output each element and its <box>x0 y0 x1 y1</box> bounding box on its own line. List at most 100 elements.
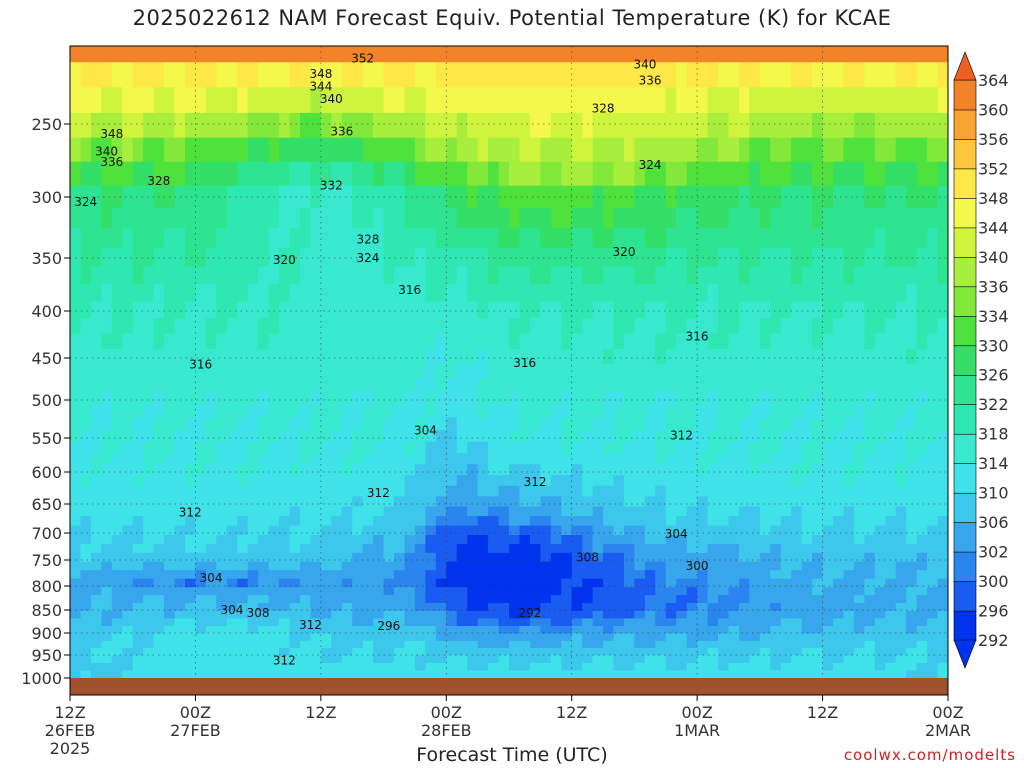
field-cell <box>394 464 406 476</box>
field-cell <box>644 570 656 580</box>
field-cell <box>906 207 918 229</box>
field-cell <box>843 603 855 612</box>
field-cell <box>707 333 719 350</box>
field-cell <box>268 137 280 163</box>
field-cell <box>749 453 761 465</box>
field-cell <box>624 543 636 554</box>
field-cell <box>718 61 730 88</box>
field-cell <box>540 516 552 527</box>
field-cell <box>592 626 604 635</box>
field-cell <box>143 610 155 620</box>
field-cell <box>613 284 625 303</box>
field-cell <box>289 618 301 627</box>
field-cell <box>906 516 918 527</box>
field-cell <box>550 284 562 303</box>
field-cell <box>164 543 176 554</box>
field-cell <box>833 464 845 476</box>
field-cell <box>822 475 834 487</box>
field-cell <box>759 578 771 588</box>
field-cell <box>749 266 761 285</box>
field-cell <box>373 318 385 335</box>
field-cell <box>331 578 343 588</box>
field-cell <box>132 207 144 229</box>
field-cell <box>759 441 771 454</box>
field-cell <box>822 404 834 418</box>
field-cell <box>258 496 270 508</box>
field-cell <box>864 87 876 114</box>
field-cell <box>70 112 82 139</box>
field-cell <box>791 453 803 465</box>
field-cell <box>373 561 385 571</box>
contour-label: 324 <box>356 251 379 265</box>
field-cell <box>341 496 353 508</box>
field-cell <box>582 648 594 656</box>
field-cell <box>425 570 437 580</box>
field-cell <box>780 227 792 249</box>
field-cell <box>247 363 259 379</box>
field-cell <box>906 391 918 406</box>
field-cell <box>404 552 416 563</box>
field-cell <box>634 552 646 563</box>
field-cell <box>132 475 144 487</box>
field-cell <box>362 391 374 406</box>
field-cell <box>174 587 186 596</box>
field-cell <box>164 266 176 285</box>
field-cell <box>707 475 719 487</box>
field-cell <box>780 475 792 487</box>
field-cell <box>822 284 834 303</box>
field-cell <box>927 441 939 454</box>
field-cell <box>624 112 636 139</box>
field-cell <box>205 475 217 487</box>
field-cell <box>352 603 364 612</box>
field-cell <box>624 161 636 187</box>
y-tick-label: 650 <box>31 495 62 514</box>
field-cell <box>258 441 270 454</box>
field-cell <box>603 404 615 418</box>
field-cell <box>592 506 604 517</box>
field-cell <box>697 633 709 642</box>
field-cell <box>770 670 782 678</box>
field-cell <box>613 363 625 379</box>
field-cell <box>216 525 228 536</box>
field-cell <box>258 570 270 580</box>
field-cell <box>916 618 928 627</box>
field-cell <box>540 552 552 563</box>
field-cell <box>279 377 291 392</box>
field-cell <box>310 618 322 627</box>
field-cell <box>582 595 594 604</box>
field-cell <box>216 648 228 656</box>
field-cell <box>237 112 249 139</box>
field-cell <box>582 227 594 249</box>
field-cell <box>686 207 698 229</box>
field-cell <box>885 349 897 365</box>
field-cell <box>561 266 573 285</box>
field-cell <box>519 595 531 604</box>
field-cell <box>801 655 813 664</box>
field-cell <box>185 429 197 443</box>
field-cell <box>456 377 468 392</box>
field-cell <box>132 301 144 319</box>
field-cell <box>90 626 102 635</box>
field-cell <box>885 417 897 431</box>
field-cell <box>216 506 228 517</box>
field-cell <box>498 391 510 406</box>
field-cell <box>749 284 761 303</box>
field-cell <box>519 626 531 635</box>
field-cell <box>195 247 207 268</box>
field-cell <box>822 266 834 285</box>
field-cell <box>634 506 646 517</box>
field-cell <box>383 464 395 476</box>
field-cell <box>791 610 803 620</box>
field-cell <box>571 441 583 454</box>
field-cell <box>812 404 824 418</box>
field-cell <box>927 648 939 656</box>
field-cell <box>728 429 740 443</box>
field-cell <box>320 587 332 596</box>
field-cell <box>864 112 876 139</box>
field-cell <box>603 464 615 476</box>
field-cell <box>906 266 918 285</box>
field-cell <box>477 506 489 517</box>
field-cell <box>853 453 865 465</box>
field-cell <box>488 391 500 406</box>
field-cell <box>477 603 489 612</box>
